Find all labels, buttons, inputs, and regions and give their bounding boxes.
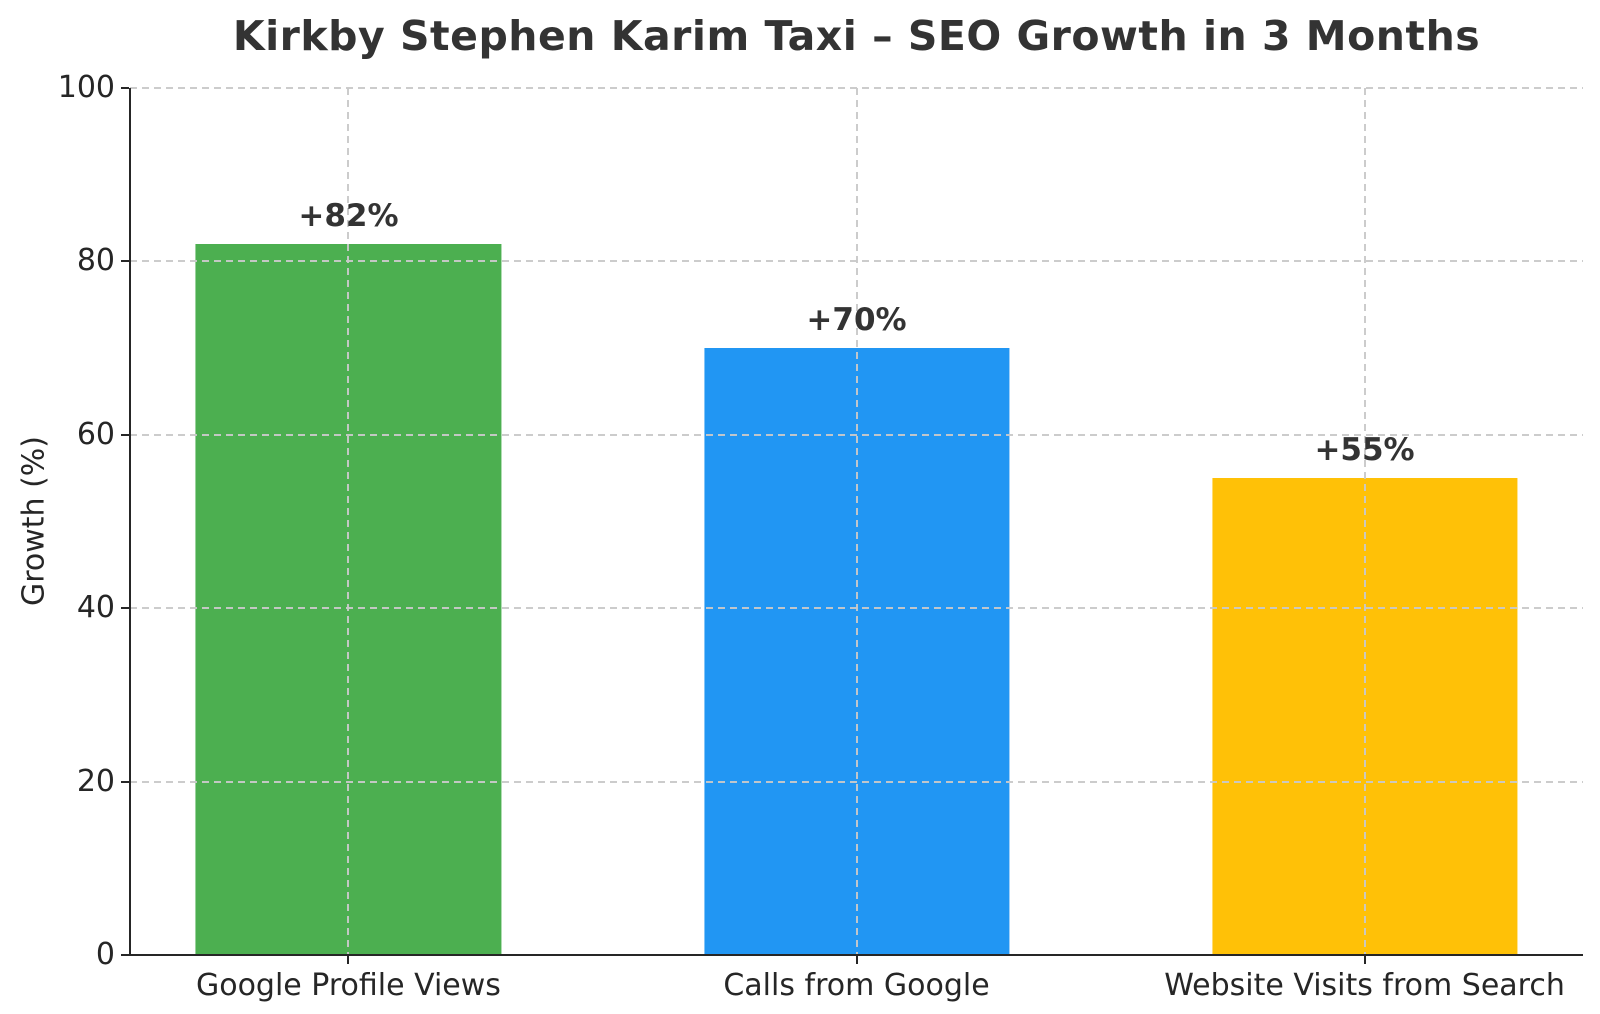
x-tick-label: Website Visits from Search xyxy=(1164,968,1565,1003)
y-tick-mark xyxy=(121,433,129,436)
bar-value-label: +82% xyxy=(298,198,399,235)
y-tick-label: 60 xyxy=(76,416,115,452)
y-tick-mark xyxy=(121,954,129,956)
gridline-vertical xyxy=(347,88,350,955)
x-tick-label: Calls from Google xyxy=(723,968,990,1003)
y-tick-mark xyxy=(121,780,129,783)
plot-area: 0 20 40 60 80 100 +82% Google Profile Views +70%… xyxy=(58,73,1583,1003)
y-tick-label: 80 xyxy=(76,243,115,279)
bar-value-label: +70% xyxy=(806,302,907,339)
x-tick-mark xyxy=(1363,956,1366,964)
y-tick-label: 20 xyxy=(76,763,115,799)
x-tick-mark xyxy=(347,956,350,964)
y-tick-label: 100 xyxy=(57,70,115,105)
y-tick-mark xyxy=(121,87,129,89)
x-tick-label: Google Profile Views xyxy=(195,968,501,1003)
y-tick-mark xyxy=(121,607,129,610)
chart-title: Kirkby Stephen Karim Taxi – SEO Growth i… xyxy=(232,12,1481,60)
y-axis-spine xyxy=(129,88,131,956)
bar-value-label: +55% xyxy=(1314,432,1415,469)
gridline-vertical xyxy=(1363,88,1366,955)
x-tick-mark xyxy=(855,956,858,964)
gridline-vertical xyxy=(855,88,858,955)
x-axis-spine xyxy=(129,954,1583,956)
y-axis-label: Growth (%) xyxy=(16,435,52,607)
y-tick-label: 0 xyxy=(95,937,115,972)
y-tick-mark xyxy=(121,260,129,263)
y-tick-label: 40 xyxy=(76,590,115,626)
